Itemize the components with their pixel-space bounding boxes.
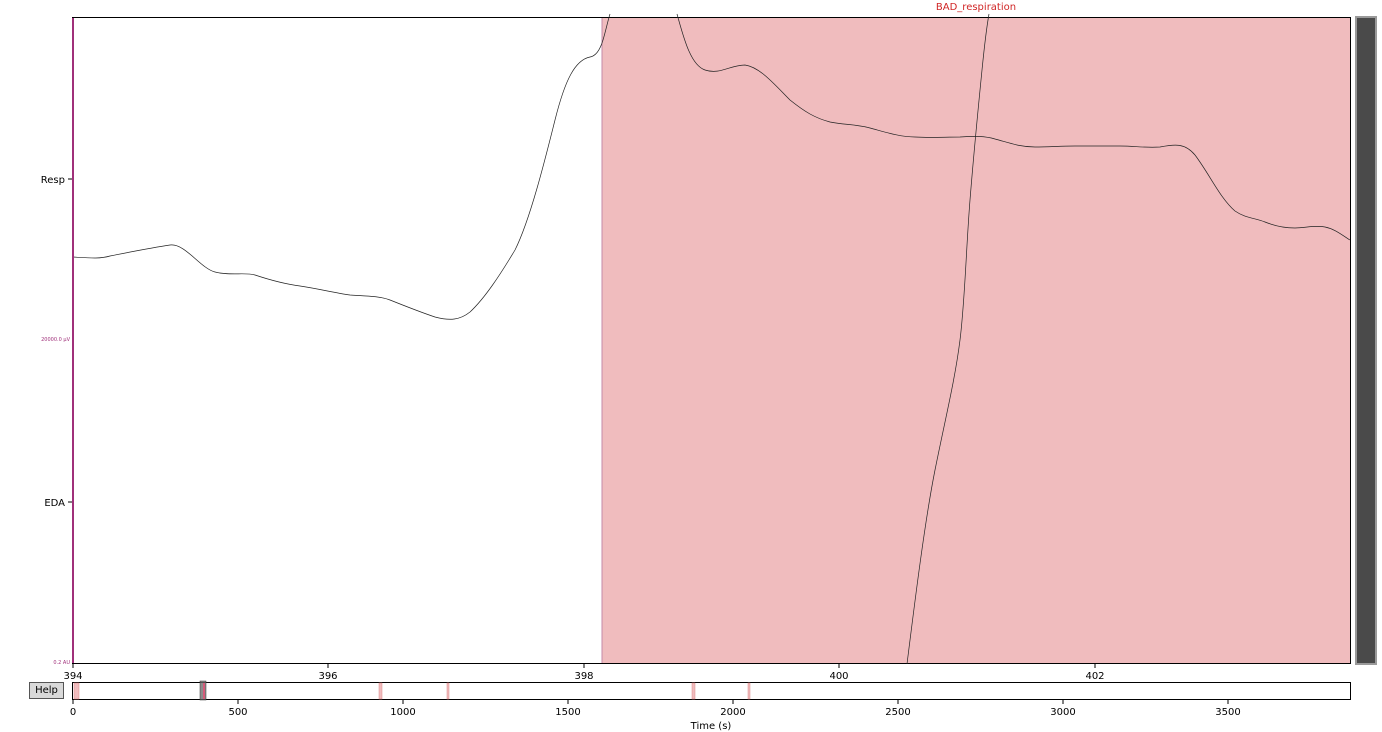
overview-x-axis: 0 500 1000 1500 2000 2500 3000 3500 Time…: [70, 700, 1241, 732]
help-button[interactable]: Help: [29, 682, 64, 699]
x-tick-label: 398: [574, 671, 593, 682]
scale-label-eda: 0.2 AU: [53, 660, 70, 666]
x-tick-label: 2000: [720, 707, 745, 718]
overview-annotation: [378, 682, 383, 700]
overview-annotation: [747, 682, 751, 700]
x-tick-label: 1000: [390, 707, 415, 718]
overview-annotation: [446, 682, 450, 700]
x-tick-label: 400: [829, 671, 848, 682]
bad-annotation-span[interactable]: [602, 18, 1350, 663]
x-tick-label: 2500: [885, 707, 910, 718]
channel-label-eda[interactable]: EDA: [44, 498, 65, 509]
scale-label-resp: 20000.0 µV: [41, 337, 70, 343]
eda-trace: [906, 13, 990, 665]
x-tick-label: 3500: [1215, 707, 1240, 718]
scrollbar-thumb[interactable]: [1355, 16, 1377, 665]
x-axis-label: Time (s): [690, 721, 732, 732]
main-plot-area[interactable]: BAD_respiration Resp EDA 20000.0 µV 0.2 …: [41, 2, 1351, 682]
time-overview-bar[interactable]: 0 500 1000 1500 2000 2500 3000 3500 Time…: [70, 680, 1351, 732]
x-tick-label: 0: [70, 707, 76, 718]
main-x-axis: 394 396 398 400 402: [63, 664, 1105, 682]
annotation-label: BAD_respiration: [936, 2, 1016, 13]
overview-annotation: [691, 682, 696, 700]
x-tick-label: 394: [63, 671, 82, 682]
x-tick-label: 1500: [555, 707, 580, 718]
overview-track[interactable]: [72, 682, 1351, 700]
x-tick-label: 402: [1085, 671, 1104, 682]
resp-trace: [72, 13, 1351, 320]
channel-scrollbar[interactable]: [1355, 16, 1377, 665]
x-tick-label: 500: [228, 707, 247, 718]
overview-view-window-annotation: [203, 683, 205, 699]
overview-annotation: [73, 682, 80, 700]
x-tick-label: 3000: [1050, 707, 1075, 718]
x-tick-label: 396: [318, 671, 337, 682]
channel-label-resp[interactable]: Resp: [41, 175, 65, 186]
